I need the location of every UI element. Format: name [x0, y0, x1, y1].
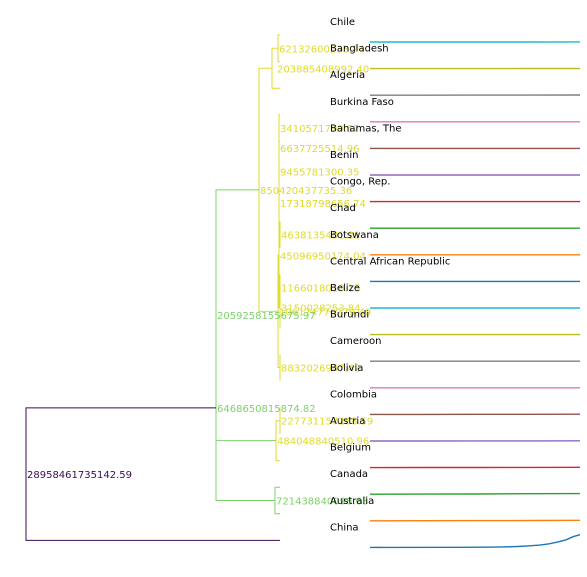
node-label-n16: 2059258155675.97: [217, 311, 316, 322]
leaf-labels: Chile Bangladesh Algeria Burkina Faso Bahama…: [330, 17, 450, 533]
node-label-n10: 45096950174.04: [280, 251, 366, 262]
leaf-label: Bangladesh: [330, 44, 389, 55]
leaf-label: Burkina Faso: [330, 97, 394, 108]
leaf-label: Canada: [330, 469, 368, 480]
leaf-label: Colombia: [330, 389, 377, 400]
leaf-label: Central African Republic: [330, 256, 450, 267]
node-label-n19: 28958461735142.59: [27, 470, 132, 481]
leaf-label: Bolivia: [330, 363, 363, 374]
node-label-n5: 9455781300.35: [280, 167, 360, 178]
dendrogram-link-n18: [215, 315, 275, 501]
node-label-n11: 8832026947.42: [281, 364, 361, 375]
dendrogram-link-n10: [278, 202, 280, 309]
leaf-label: Bahamas, The: [330, 123, 402, 134]
leaf-label: Congo, Rep.: [330, 177, 390, 188]
node-label-n13: 850420437735.36: [260, 186, 352, 197]
leaf-label: China: [330, 522, 359, 533]
leaf-label: Benin: [330, 150, 358, 161]
node-label-n1: 62132600138.74: [279, 44, 365, 55]
node-label-n4: 6637725514.96: [280, 144, 360, 155]
leaf-label: Austria: [330, 416, 365, 427]
node-label-n18: 6468650815874.82: [217, 404, 316, 415]
leaf-label: Botswana: [330, 230, 379, 241]
node-labels: 62132600138.74 203885408992.40 3410571799.…: [27, 44, 373, 507]
node-label-n17: 721438840096.63: [276, 497, 368, 508]
leaf-label: Belgium: [330, 443, 371, 454]
node-label-n7: 17318798656.74: [280, 199, 366, 210]
leaf-label: Cameroon: [330, 336, 381, 347]
sparkline: [369, 519, 581, 522]
sparkline: [369, 492, 581, 495]
dendrogram-link-n16: [215, 189, 276, 442]
node-label-n14: 227731157288.59: [281, 417, 373, 428]
node-label-n6: 4638135401.21: [281, 231, 361, 242]
leaf-label: Burundi: [330, 310, 369, 321]
node-label-n15: 484048840510.96: [277, 437, 369, 448]
leaf-label: Chad: [330, 203, 356, 214]
leaf-label: Algeria: [330, 70, 365, 81]
node-label-n8: 1166018010.15: [281, 284, 361, 295]
node-label-n12: 106174776279.49: [279, 307, 371, 318]
sparklines: [369, 41, 581, 549]
node-label-n2: 203885408992.40: [277, 64, 369, 75]
sparkline: [369, 534, 581, 549]
node-label-n9: 3150028253.84: [281, 304, 361, 315]
dendrogram-link-n19: [25, 407, 280, 541]
node-label-n3: 3410571799.57: [280, 124, 360, 135]
leaf-label: Belize: [330, 283, 360, 294]
dendrogram-links: [25, 34, 281, 541]
leaf-label: Australia: [330, 496, 374, 507]
leaf-label: Chile: [330, 17, 355, 28]
